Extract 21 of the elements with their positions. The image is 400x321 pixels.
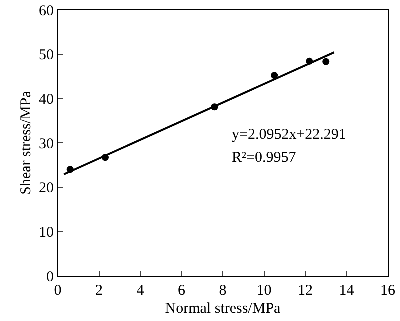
- y-tick-label: 60: [39, 3, 54, 20]
- y-axis-title: Shear stress/MPa: [18, 90, 34, 195]
- point: [322, 58, 330, 66]
- x-axis-title: Normal stress/MPa: [165, 301, 282, 317]
- x-tick-label: 6: [178, 283, 186, 299]
- annotation: y=2.0952x+22.291: [232, 127, 346, 143]
- x-tick-label: 12: [298, 283, 313, 299]
- x-tick-label: 8: [219, 283, 227, 299]
- x-tick-label: 2: [96, 283, 103, 299]
- annotation: R²=0.9957: [232, 150, 297, 166]
- y-tick-label: 50: [39, 48, 54, 64]
- point: [271, 72, 278, 80]
- y-tick-label: 0: [46, 269, 54, 286]
- y-tick-label: 40: [39, 92, 54, 108]
- x-tick-label: 16: [380, 283, 396, 299]
- x-tick-label: 14: [339, 283, 355, 299]
- y-tick-label: 20: [39, 180, 54, 197]
- y-tick-label: 30: [39, 136, 54, 152]
- x-tick-label: 10: [256, 283, 272, 299]
- y-tick-label: 10: [39, 224, 54, 241]
- x-tick-label: 4: [136, 283, 145, 299]
